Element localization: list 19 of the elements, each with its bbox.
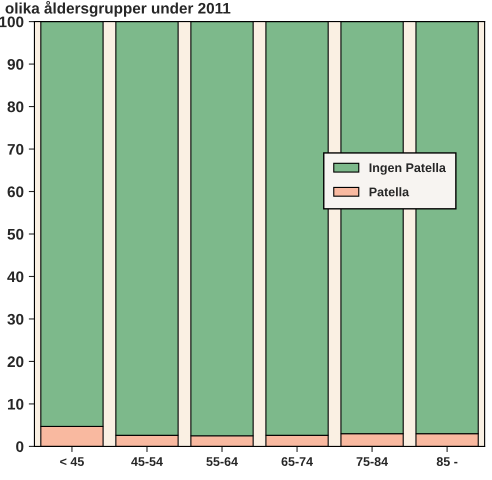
y-tick-label: 0 (16, 441, 24, 452)
x-tick-label: 75-84 (356, 457, 388, 466)
y-tick-label: 10 (8, 398, 24, 410)
y-tick-label: 20 (8, 356, 24, 368)
x-tick-label: 55-64 (206, 457, 238, 466)
legend-label: Ingen Patella (370, 162, 446, 175)
y-tick-label: 70 (8, 144, 24, 155)
y-tick-label: 60 (8, 186, 24, 198)
x-tick-label: 45-54 (131, 457, 163, 466)
y-tick-label: 30 (7, 314, 24, 325)
y-tick-label: 80 (8, 101, 24, 112)
chart-title: olika åldersgrupper under 2011 (6, 0, 230, 17)
y-tick-label: 90 (8, 58, 24, 70)
legend-label: Patella (370, 187, 410, 196)
y-tick-label: 40 (7, 271, 24, 282)
x-tick-label: < 45 (60, 457, 84, 466)
x-tick-label: 65-74 (282, 457, 313, 466)
y-tick-label: 50 (8, 228, 24, 240)
x-tick-label: 85 - (436, 457, 458, 466)
